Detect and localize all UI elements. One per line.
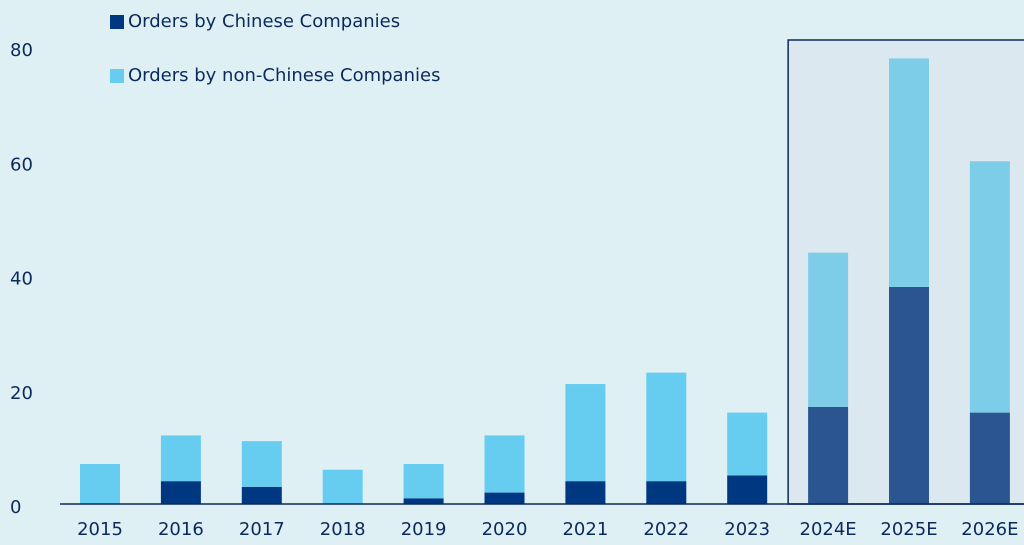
legend-label: Orders by Chinese Companies	[128, 11, 400, 32]
bar-segment	[889, 58, 929, 287]
x-tick-label: 2020	[482, 519, 528, 540]
x-tick-label: 2024E	[800, 519, 857, 540]
bar-segment	[646, 372, 687, 482]
bar-segment	[646, 481, 687, 504]
bar-segment	[727, 475, 768, 504]
y-tick-label: 0	[10, 497, 21, 518]
bar-segment	[80, 464, 120, 504]
bar-segment	[969, 412, 1010, 504]
x-tick-label: 2023	[724, 519, 770, 540]
legend-swatch	[110, 69, 124, 83]
bar-segment	[808, 252, 849, 407]
legend-label: Orders by non-Chinese Companies	[128, 65, 440, 86]
bar-segment	[160, 435, 201, 482]
x-tick-label: 2019	[401, 519, 447, 540]
legend-swatch	[110, 15, 124, 29]
x-tick-label: 2015	[77, 519, 123, 540]
bar-segment	[160, 481, 201, 504]
x-tick-label: 2018	[320, 519, 366, 540]
bar-segment	[808, 406, 849, 504]
bar-segment	[565, 481, 606, 504]
bar-segment	[403, 498, 444, 504]
y-tick-label: 80	[10, 40, 33, 61]
bar-segment	[322, 469, 363, 504]
bar-segment	[889, 286, 929, 504]
bar-segment	[241, 486, 282, 504]
x-tick-label: 2026E	[961, 519, 1018, 540]
x-tick-label: 2025E	[880, 519, 937, 540]
bar-segment	[403, 464, 444, 499]
bar-segment	[565, 384, 606, 482]
x-tick-label: 2021	[562, 519, 608, 540]
bar-segment	[241, 441, 282, 487]
y-tick-label: 60	[10, 154, 33, 175]
x-tick-label: 2022	[643, 519, 689, 540]
y-tick-label: 20	[10, 383, 33, 404]
x-tick-label: 2016	[158, 519, 204, 540]
bar-segment	[484, 492, 525, 504]
bar-segment	[969, 161, 1010, 413]
y-tick-label: 40	[10, 269, 33, 290]
bar-segment	[484, 435, 525, 493]
x-tick-label: 2017	[239, 519, 285, 540]
bar-segment	[727, 412, 768, 476]
